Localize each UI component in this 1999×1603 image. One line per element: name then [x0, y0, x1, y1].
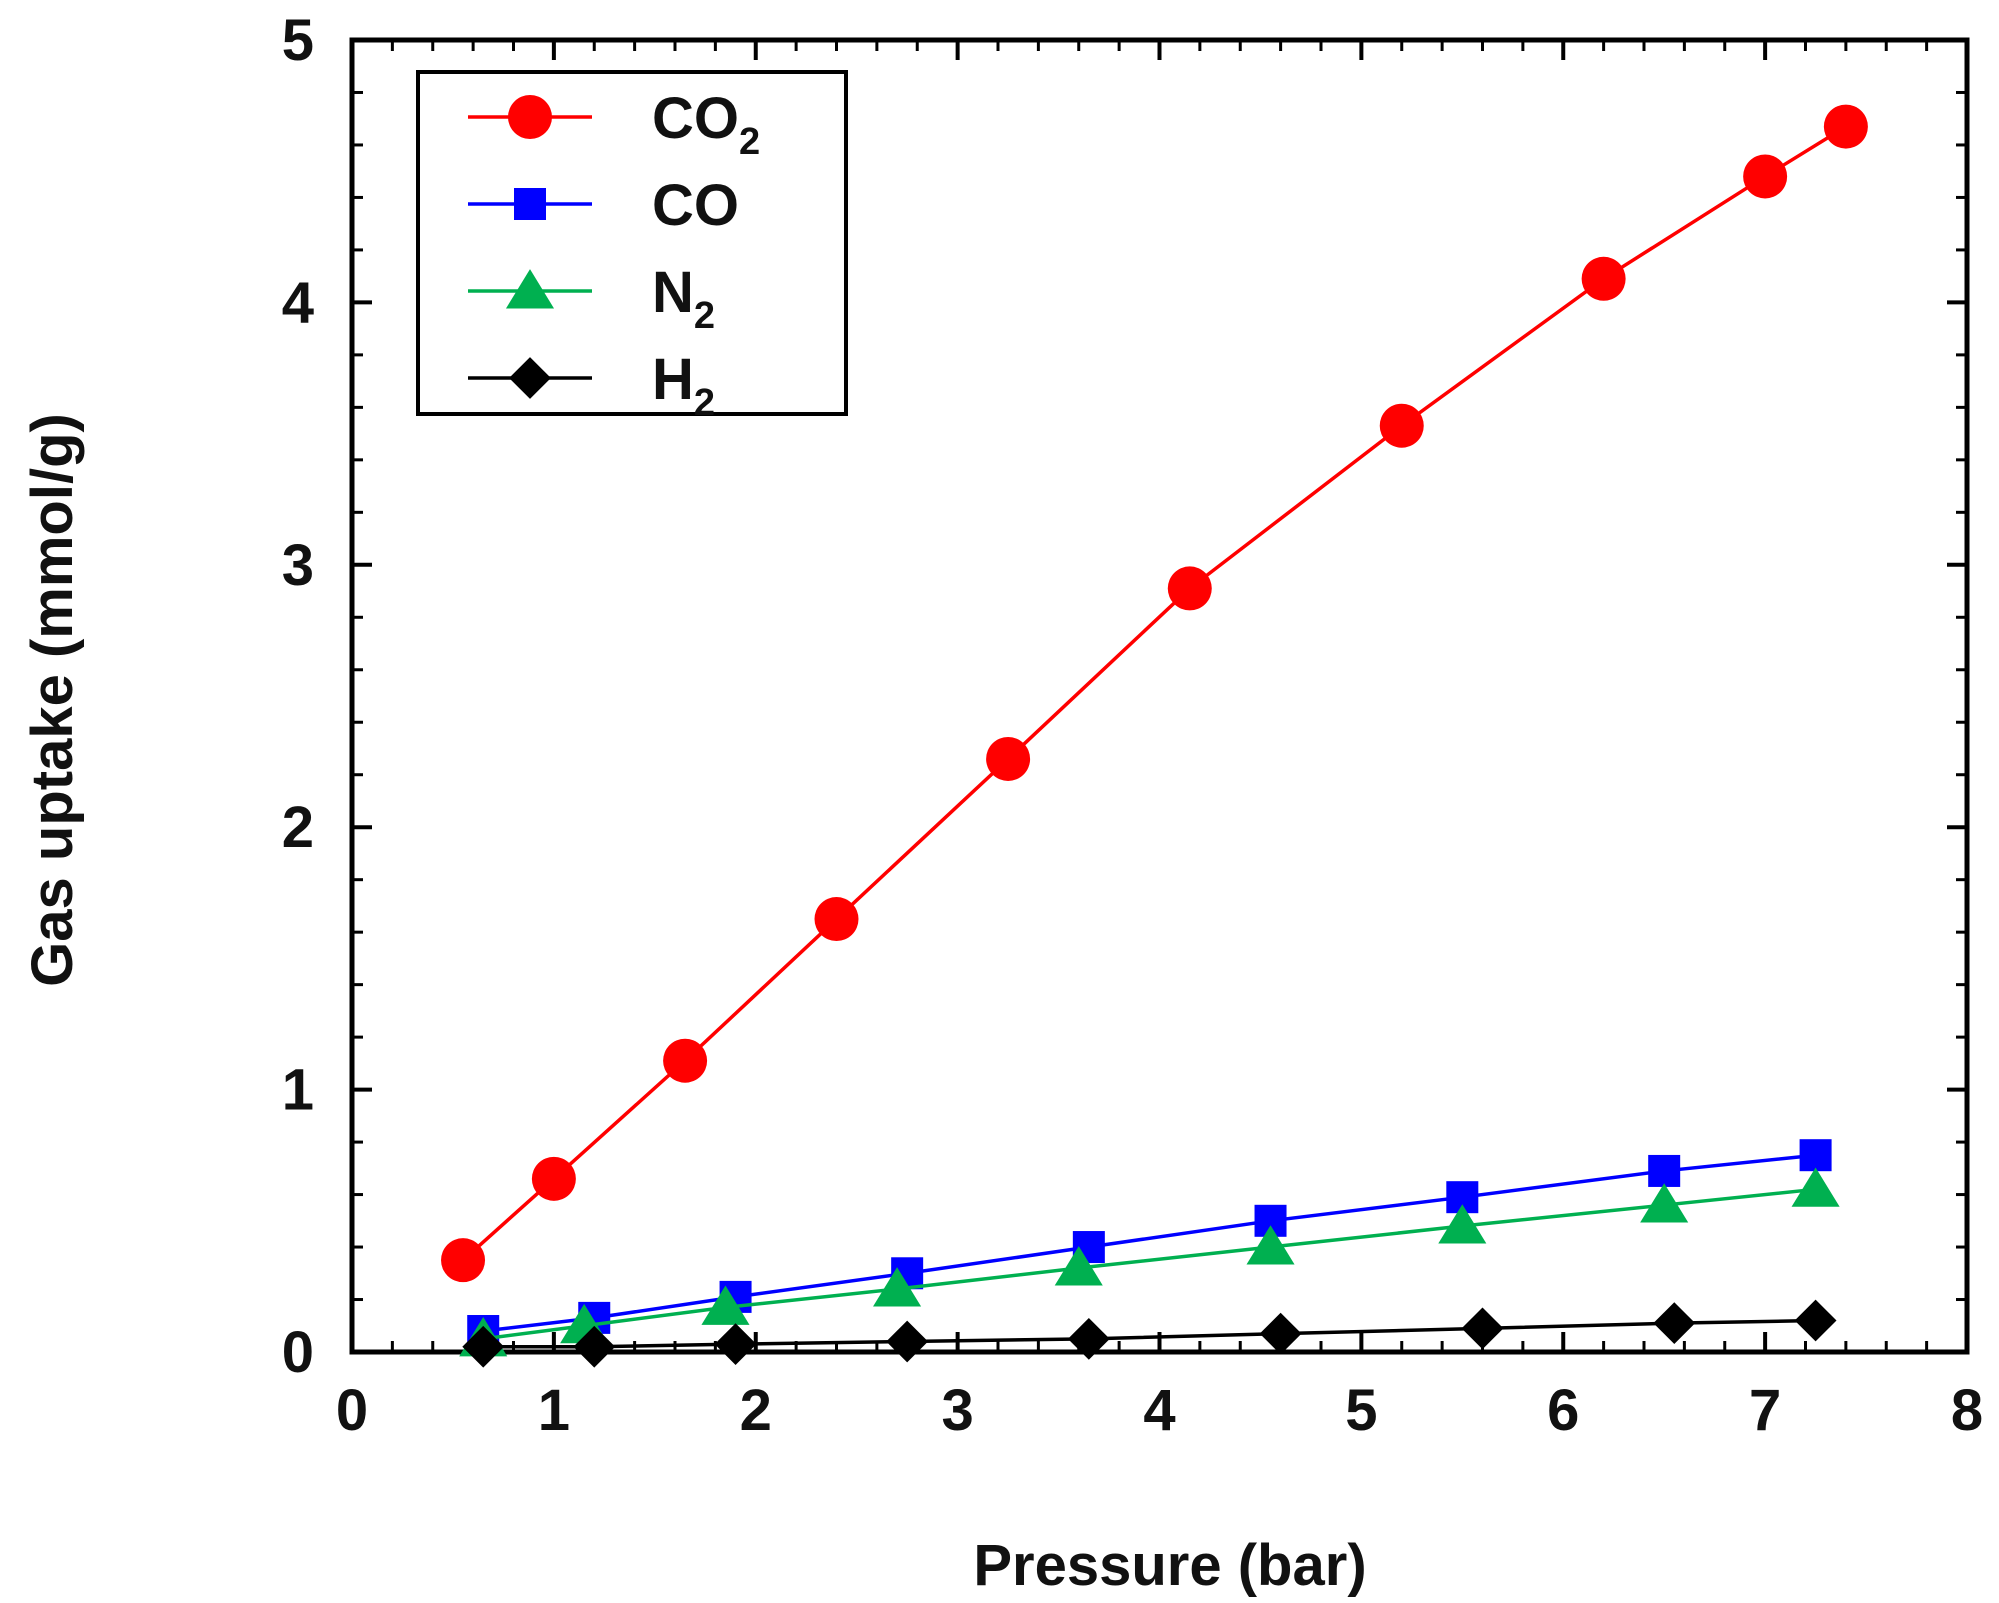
series-layer	[441, 104, 1868, 1368]
data-point-h2	[886, 1320, 929, 1363]
data-point-co2	[1167, 566, 1212, 611]
data-point-n2	[873, 1267, 922, 1307]
series-line-co2	[461, 125, 1847, 1262]
legend-label-h2: H2	[652, 347, 715, 424]
x-tick-label: 8	[1951, 1378, 1983, 1443]
x-tick-label: 0	[336, 1378, 368, 1443]
data-point-h2	[1259, 1312, 1302, 1355]
y-axis-title: Gas uptake (mmol/g)	[20, 413, 85, 987]
series-line-co	[483, 1153, 1816, 1333]
legend: CO2 CO N2 H2	[416, 70, 848, 424]
x-tick-label: 1	[538, 1378, 570, 1443]
data-point-n2	[1054, 1246, 1103, 1286]
y-tick-label: 0	[282, 1320, 314, 1385]
y-tick-label: 1	[282, 1058, 314, 1123]
y-axis-ticks: 0 1 2 3 4 5	[282, 8, 1967, 1385]
data-point-co2	[531, 1156, 576, 1201]
legend-marker-co	[514, 188, 546, 220]
data-point-co2	[1581, 256, 1626, 301]
x-tick-label: 3	[941, 1378, 973, 1443]
data-point-h2	[1461, 1307, 1504, 1350]
y-tick-label: 5	[282, 8, 314, 73]
x-axis-title: Pressure (bar)	[973, 1533, 1366, 1598]
data-point-co2	[986, 736, 1031, 781]
data-point-h2	[573, 1325, 616, 1368]
data-point-co2	[1743, 154, 1788, 199]
data-point-n2	[1640, 1183, 1689, 1223]
data-point-co	[1648, 1154, 1681, 1187]
legend-label-n2: N2	[652, 260, 715, 337]
data-point-n2	[701, 1285, 750, 1325]
x-tick-label: 5	[1345, 1378, 1377, 1443]
legend-label-co: CO	[652, 173, 739, 238]
x-tick-label: 4	[1143, 1378, 1175, 1443]
data-point-h2	[1794, 1299, 1837, 1342]
series-line-h2	[483, 1318, 1816, 1349]
x-tick-label: 7	[1749, 1378, 1781, 1443]
data-point-n2	[1438, 1204, 1487, 1244]
legend-marker-h2	[509, 357, 551, 399]
x-tick-label: 2	[740, 1378, 772, 1443]
data-point-co2	[814, 897, 859, 942]
data-point-co2	[663, 1038, 708, 1083]
x-tick-label: 6	[1547, 1378, 1579, 1443]
data-point-h2	[1067, 1317, 1110, 1360]
legend-frame	[416, 70, 848, 416]
data-point-co2	[1379, 403, 1424, 448]
data-point-co2	[441, 1238, 486, 1283]
x-axis-ticks: 0 1 2 3 4 5 6 7 8	[336, 40, 1983, 1443]
legend-marker-co2	[508, 95, 552, 139]
legend-label-co2: CO2	[652, 86, 760, 163]
data-point-co2	[1823, 104, 1868, 149]
data-point-co	[1799, 1139, 1832, 1172]
data-point-h2	[1653, 1302, 1696, 1345]
data-point-n2	[1246, 1225, 1295, 1265]
series-line-n2	[482, 1187, 1816, 1341]
y-tick-label: 2	[282, 795, 314, 860]
data-point-h2	[462, 1325, 505, 1368]
y-tick-label: 3	[282, 533, 314, 598]
legend-marker-n2	[505, 269, 555, 309]
data-point-n2	[1791, 1167, 1840, 1207]
data-point-h2	[714, 1323, 757, 1366]
y-tick-label: 4	[282, 270, 314, 335]
